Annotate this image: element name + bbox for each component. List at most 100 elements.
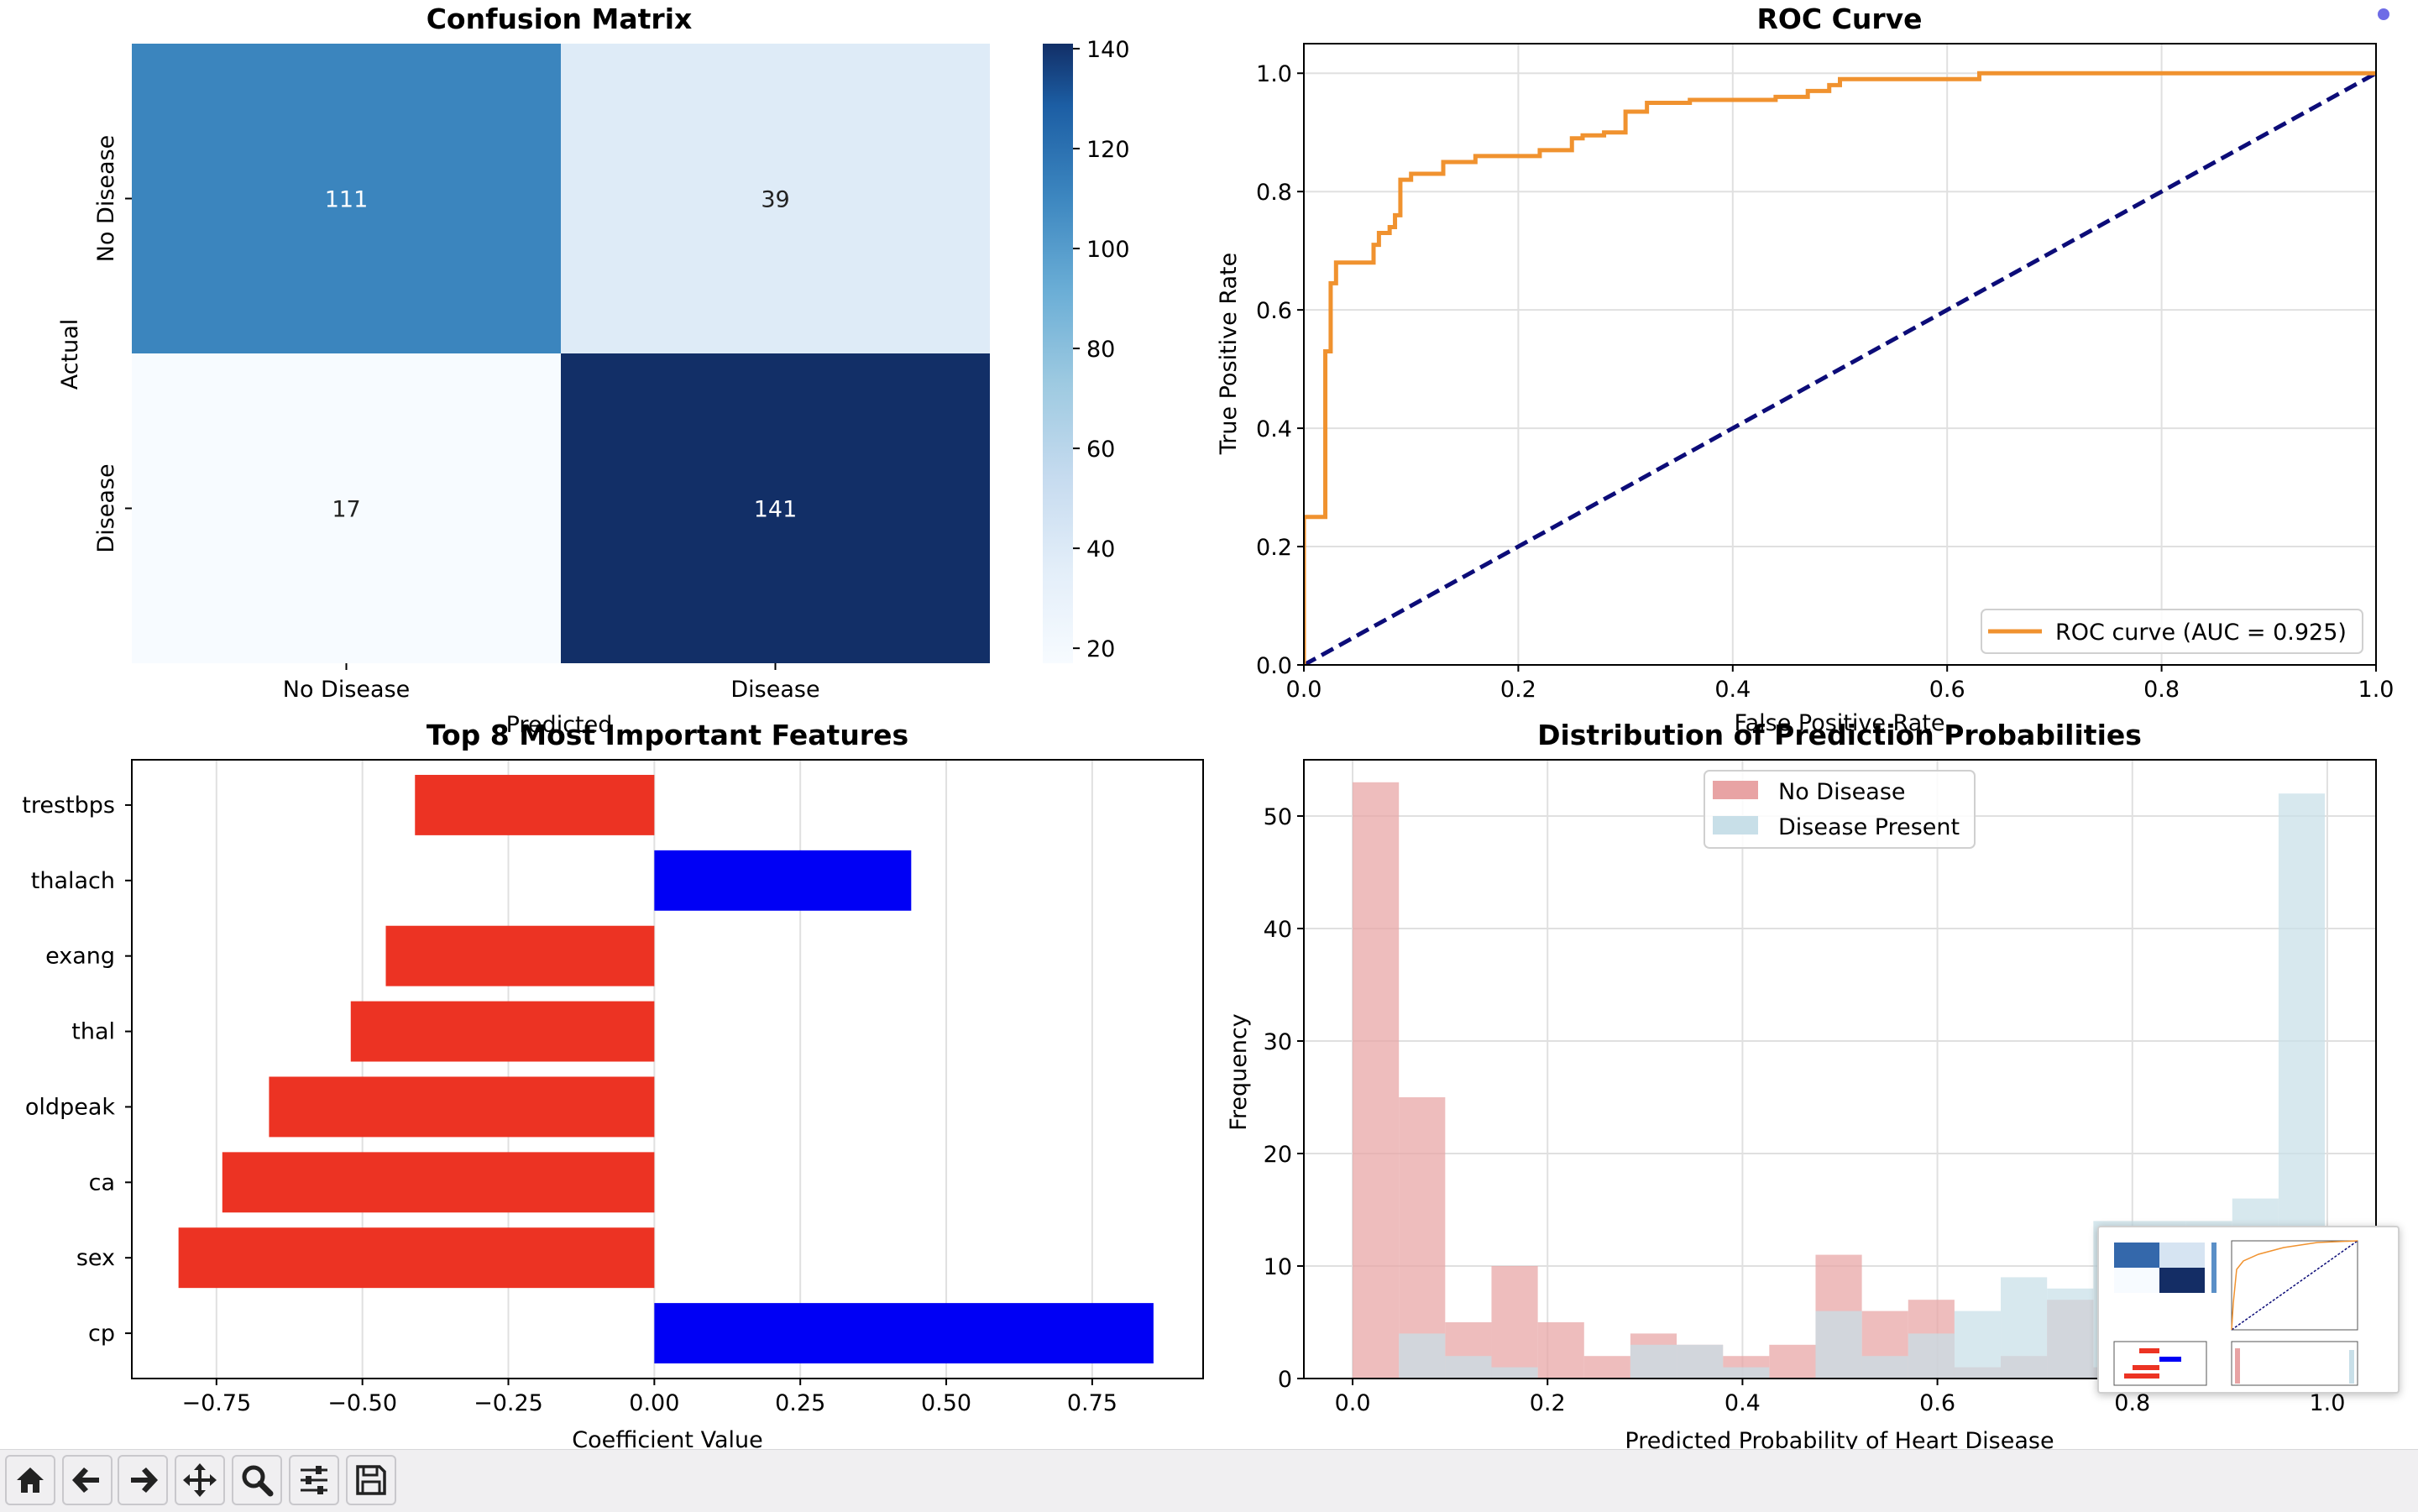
feature-label: thalach [31,868,115,894]
roc-legend: ROC curve (AUC = 0.925) [1981,609,2363,654]
y-tick-label: 20 [1264,1142,1292,1168]
feature-importance-panel: Top 8 Most Important Features −0.75 −0.50… [22,719,1204,1449]
forward-arrow-icon [131,1468,158,1493]
confusion-matrix-xlabel: Predicted [506,712,613,738]
histogram-bar-disease-present [1908,1333,1955,1379]
colorbar-tick-label: 60 [1086,437,1115,463]
colorbar [1043,44,1073,663]
x-tick-label: 0.50 [921,1390,971,1416]
feature-label: sex [76,1245,115,1271]
zoom-icon [242,1465,274,1497]
confusion-cell [561,44,990,353]
x-tick-label: No Disease [283,677,411,703]
feature-bar [178,1227,655,1289]
status-dot [2378,8,2389,20]
feature-label: exang [45,944,115,970]
x-tick-label: 0.75 [1067,1390,1117,1416]
configure-subplots-button[interactable] [289,1455,339,1505]
feature-label: ca [89,1169,115,1195]
histogram-bar-disease-present [1630,1344,1677,1379]
x-tick-label: −0.25 [474,1390,543,1416]
roc-legend-label: ROC curve (AUC = 0.925) [2055,620,2347,646]
chance-diagonal-line [1304,71,2376,665]
histogram-bar-no-disease [1537,1322,1584,1379]
histogram-bar-disease-present [1445,1356,1492,1379]
feature-label: cp [88,1321,115,1347]
feature-bar [654,1303,1154,1364]
histogram-xlabel: Predicted Probability of Heart Disease [1625,1428,2054,1449]
colorbar-tick-label: 100 [1086,237,1130,263]
probability-histogram-panel: Distribution of Prediction Probabilities… [1226,719,2377,1449]
confusion-cell-value: 141 [754,497,798,523]
confusion-cell [132,44,561,353]
confusion-matrix-ylabel: Actual [57,319,83,390]
roc-ylabel: True Positive Rate [1216,253,1242,456]
legend-label-no-disease: No Disease [1778,779,1906,805]
roc-title: ROC Curve [1756,3,1922,35]
confusion-cell [132,353,561,663]
feature-bar [385,925,655,986]
y-tick-label: 40 [1264,917,1292,943]
colorbar-tick-label: 140 [1086,37,1130,63]
y-tick-label: Disease [93,463,119,552]
histogram-bar-disease-present [1815,1311,1862,1379]
back-button[interactable] [62,1455,113,1505]
histogram-bar-no-disease [1353,782,1400,1379]
roc-xlabel: False Positive Rate [1735,710,1945,736]
roc-curve-panel: ROC Curve 0.0 0.2 0.4 0.6 0.8 1.0 0.0 0.2 0.4 0.6… [1216,3,2394,736]
forward-button[interactable] [118,1455,168,1505]
histogram-legend: No Disease Disease Present [1704,770,1976,849]
x-tick-label: 0.6 [1919,1390,1955,1416]
pan-button[interactable] [175,1455,225,1505]
histogram-title: Distribution of Prediction Probabilities [1537,719,2142,751]
histogram-bar-disease-present [1491,1367,1538,1379]
roc-axes-frame [1303,43,2377,666]
histogram-bar-disease-present [1861,1356,1908,1379]
feature-xlabel: Coefficient Value [572,1427,762,1449]
feature-bar [415,774,655,835]
thumbnail-preview[interactable] [2097,1226,2400,1394]
y-tick-label: No Disease [93,135,119,263]
y-tick-label: 10 [1264,1254,1292,1280]
feature-bar [222,1152,655,1213]
x-tick-label: 1.0 [2358,677,2394,703]
confusion-matrix-panel: Confusion Matrix 111 39 17 141 No Disease Di… [57,3,1130,738]
back-arrow-icon [72,1468,99,1493]
histogram-bar-disease-present [1723,1367,1770,1379]
save-button[interactable] [346,1455,396,1505]
y-tick-label: 50 [1264,804,1292,830]
histogram-bar-no-disease [1399,1097,1446,1379]
confusion-cell [561,353,990,663]
x-tick-label: 0.8 [2143,677,2180,703]
y-tick-label: 0.0 [1256,653,1292,679]
histogram-ylabel: Frequency [1226,1013,1252,1131]
histogram-bar-no-disease [1583,1356,1630,1379]
x-tick-label: 0.0 [1335,1390,1371,1416]
home-button[interactable] [5,1455,55,1505]
navigation-toolbar [0,1449,2418,1512]
pan-icon [183,1463,217,1497]
y-tick-label: 0.4 [1256,416,1292,442]
home-icon [17,1468,44,1493]
histogram-bar-disease-present [1399,1333,1446,1379]
feature-label: thal [71,1019,115,1045]
x-tick-label: 0.4 [1714,677,1751,703]
save-icon [356,1465,386,1495]
confusion-cell-value: 39 [761,187,789,213]
y-tick-label: 0.2 [1256,535,1292,561]
histogram-bar-disease-present [2047,1288,2094,1379]
x-tick-label: 0.2 [1500,677,1536,703]
histogram-bar-disease-present [2001,1277,2048,1379]
feature-title: Top 8 Most Important Features [427,719,908,751]
y-tick-label: 1.0 [1256,61,1292,87]
x-tick-label: 0.8 [2114,1390,2150,1416]
zoom-button[interactable] [232,1455,282,1505]
x-tick-label: 0.4 [1725,1390,1761,1416]
histogram-axes-frame [1303,759,2377,1379]
histogram-bar-no-disease [1769,1344,1816,1379]
configure-subplots-icon [301,1466,327,1494]
feature-bar [350,1001,655,1062]
x-tick-label: 0.00 [629,1390,679,1416]
legend-label-disease-present: Disease Present [1778,814,1960,840]
